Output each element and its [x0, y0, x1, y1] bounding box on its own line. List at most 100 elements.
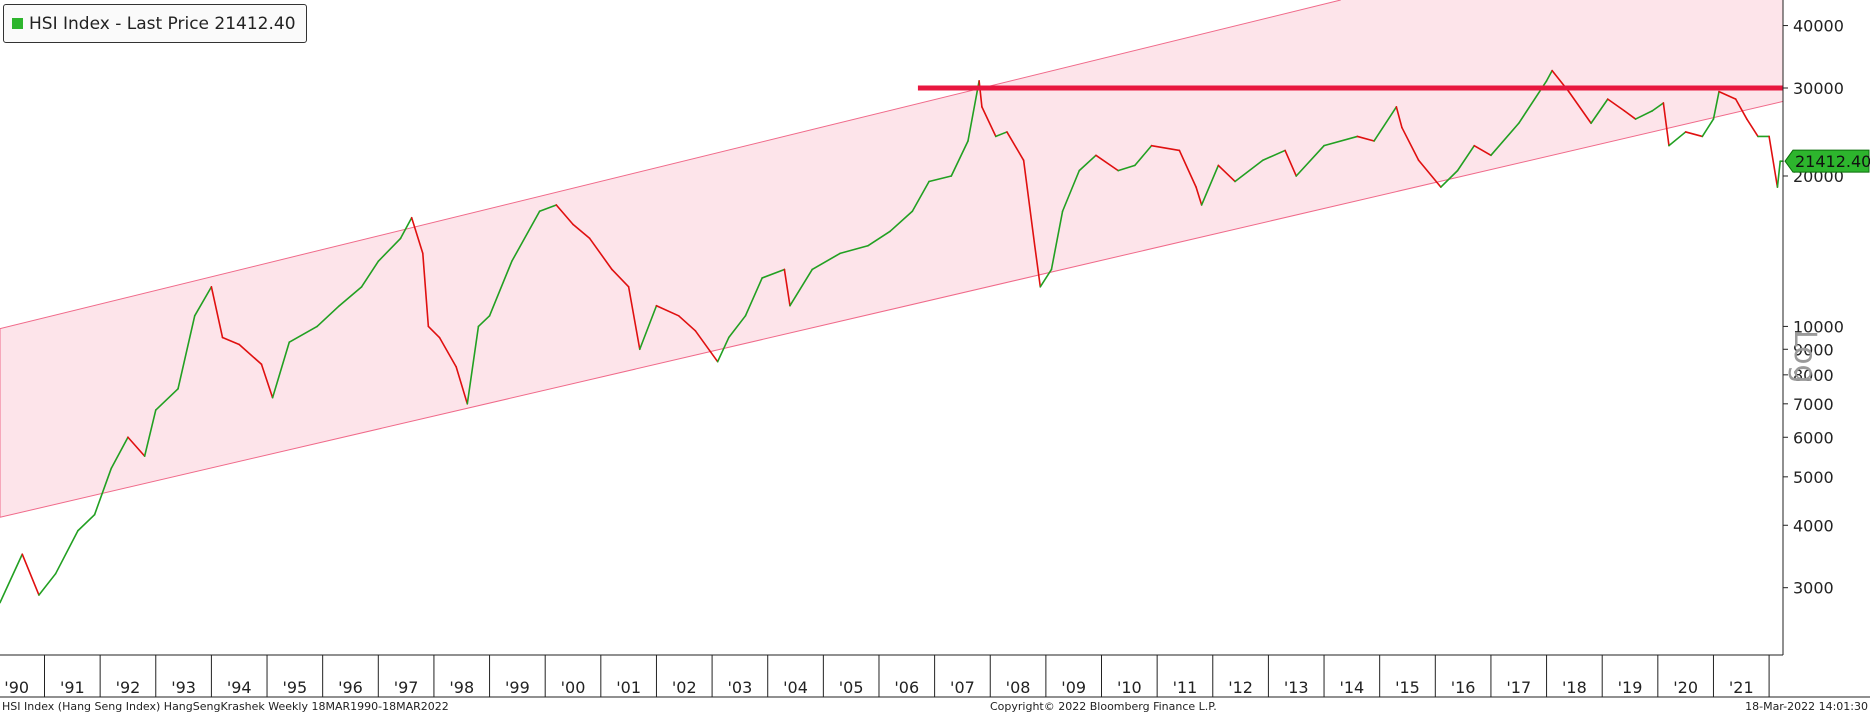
price-segment [811, 252, 841, 271]
price-segment [271, 341, 291, 399]
x-tick-label: '96 [338, 678, 363, 697]
price-segment [438, 336, 457, 368]
price-segment [193, 286, 213, 317]
price-segment [1490, 122, 1520, 157]
legend-swatch [12, 18, 23, 29]
y-tick-label: 8000 [1793, 366, 1834, 385]
y-tick-label: 4000 [1793, 516, 1834, 535]
price-segment [1078, 154, 1097, 172]
price-segment [399, 216, 413, 240]
price-segment [1668, 131, 1687, 147]
price-segment [1234, 159, 1264, 183]
price-segment [288, 325, 318, 343]
price-segment [1284, 149, 1298, 177]
price-segment [789, 268, 814, 307]
price-segment [839, 244, 869, 255]
price-segment [1568, 90, 1592, 125]
x-tick-label: '01 [616, 678, 641, 697]
price-segment [410, 216, 424, 255]
x-tick-label: '98 [449, 678, 474, 697]
price-segment [466, 325, 480, 405]
price-segment [1746, 118, 1759, 138]
x-tick-label: '99 [505, 678, 530, 697]
price-segment [1606, 98, 1626, 112]
price-segment [1061, 169, 1081, 213]
y-tick-label: 7000 [1793, 395, 1834, 414]
price-segment [221, 336, 241, 346]
price-segment [1178, 149, 1197, 188]
price-segment [1022, 159, 1036, 247]
price-segment [1006, 131, 1025, 162]
x-tick-label: '12 [1228, 678, 1253, 697]
price-segment [555, 204, 574, 226]
price-segment [889, 210, 914, 233]
price-segment [627, 286, 641, 351]
price-segment [1395, 106, 1403, 129]
price-segment [1768, 135, 1779, 188]
price-segment [588, 237, 613, 271]
price-segment [1134, 144, 1153, 167]
price-segment [422, 252, 430, 328]
price-segment [427, 325, 441, 339]
price-segment [1712, 90, 1720, 120]
price-segment [978, 80, 983, 108]
x-tick-label: '05 [839, 678, 864, 697]
price-segment [1117, 164, 1136, 172]
price-segment [1718, 90, 1737, 100]
channel-lower-line [0, 100, 1784, 518]
x-tick-label: '91 [60, 678, 85, 697]
price-segment [1217, 164, 1236, 183]
x-tick-label: '92 [116, 678, 141, 697]
price-segment [1684, 131, 1704, 138]
price-segment [110, 436, 129, 470]
price-segment [572, 223, 591, 240]
price-segment [1473, 144, 1492, 157]
x-tick-label: '18 [1562, 678, 1587, 697]
x-tick-label: '94 [227, 678, 252, 697]
x-tick-label: '08 [1006, 678, 1031, 697]
price-segment [655, 304, 680, 317]
footer-right: 18-Mar-2022 14:01:30 [1745, 700, 1868, 713]
price-segment [744, 277, 763, 317]
price-segment [1195, 186, 1203, 206]
x-tick-label: '00 [561, 678, 586, 697]
x-tick-label: '15 [1395, 678, 1420, 697]
x-tick-label: '19 [1618, 678, 1643, 697]
price-segment [377, 237, 402, 263]
price-segment [177, 315, 196, 390]
price-segment [127, 436, 146, 457]
price-segment [77, 513, 96, 532]
price-segment [1295, 144, 1325, 177]
price-segment [783, 268, 791, 307]
price-segment [338, 286, 363, 307]
y-tick-label: 5000 [1793, 468, 1834, 487]
x-tick-label: '03 [728, 678, 753, 697]
channel-upper-line [0, 0, 1341, 330]
price-segment [316, 304, 341, 328]
price-segment [1440, 169, 1459, 188]
price-segment [1050, 210, 1064, 271]
price-segment [1401, 126, 1420, 162]
price-segment [455, 366, 469, 405]
price-segment [38, 572, 57, 596]
footer-center: Copyright© 2022 Bloomberg Finance L.P. [990, 700, 1217, 713]
x-tick-label: '10 [1117, 678, 1142, 697]
price-segment [911, 180, 930, 213]
price-segment [611, 268, 630, 288]
price-segment [761, 268, 786, 279]
price-segment [1623, 110, 1637, 120]
y-tick-label: 9000 [1793, 340, 1834, 359]
price-segment [867, 230, 891, 247]
price-segment [1545, 69, 1553, 82]
x-tick-label: '02 [672, 678, 697, 697]
price-segment [1456, 144, 1476, 172]
price-segment [1095, 154, 1119, 172]
x-tick-label: '04 [783, 678, 808, 697]
price-segment [1200, 164, 1220, 206]
price-segment [1590, 98, 1609, 125]
price-segment [360, 260, 380, 288]
price-segment [238, 343, 263, 366]
price-segment [54, 529, 79, 575]
x-tick-label: '93 [171, 678, 196, 697]
